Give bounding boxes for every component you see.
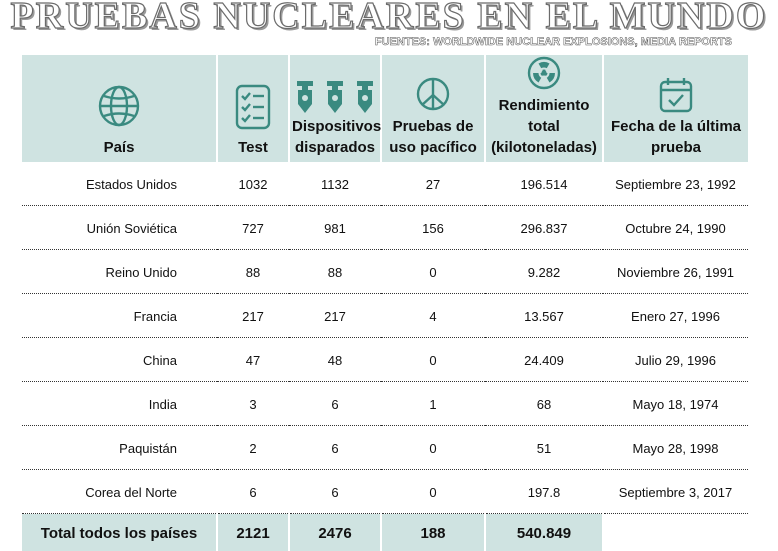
cell-country: Paquistán xyxy=(22,426,217,470)
cell-date: Mayo 28, 1998 xyxy=(603,426,748,470)
cell-country: Unión Soviética xyxy=(22,206,217,250)
header-country: País xyxy=(22,55,217,162)
nuclear-tests-table: País Test xyxy=(22,55,748,551)
cell-yield: 51 xyxy=(485,426,603,470)
cell-devices: 217 xyxy=(289,294,381,338)
cell-date: Septiembre 3, 2017 xyxy=(603,470,748,514)
cell-date: Septiembre 23, 1992 xyxy=(603,162,748,206)
cell-test: 217 xyxy=(217,294,289,338)
total-yield: 540.849 xyxy=(485,514,603,551)
total-date-empty xyxy=(603,514,748,551)
radiation-icon xyxy=(526,55,562,91)
cell-country: Francia xyxy=(22,294,217,338)
total-row: Total todos los países 2121 2476 188 540… xyxy=(22,514,748,551)
cell-country: Corea del Norte xyxy=(22,470,217,514)
cell-peaceful: 27 xyxy=(381,162,485,206)
cell-date: Noviembre 26, 1991 xyxy=(603,250,748,294)
cell-date: Mayo 18, 1974 xyxy=(603,382,748,426)
header-test-label: Test xyxy=(220,137,286,158)
total-peaceful: 188 xyxy=(381,514,485,551)
cell-test: 47 xyxy=(217,338,289,382)
table-row: India 3 6 1 68 Mayo 18, 1974 xyxy=(22,382,748,426)
table-row: Corea del Norte 6 6 0 197.8 Septiembre 3… xyxy=(22,470,748,514)
header-peaceful-label: Pruebas de uso pacífico xyxy=(384,116,482,158)
table-header: País Test xyxy=(22,55,748,162)
cell-country: Estados Unidos xyxy=(22,162,217,206)
cell-yield: 9.282 xyxy=(485,250,603,294)
cell-test: 6 xyxy=(217,470,289,514)
cell-yield: 196.514 xyxy=(485,162,603,206)
cell-peaceful: 0 xyxy=(381,250,485,294)
cell-yield: 24.409 xyxy=(485,338,603,382)
cell-peaceful: 1 xyxy=(381,382,485,426)
header-date: Fecha de la última prueba xyxy=(603,55,748,162)
bombs-icon xyxy=(292,80,378,114)
total-test: 2121 xyxy=(217,514,289,551)
table-row: Paquistán 2 6 0 51 Mayo 28, 1998 xyxy=(22,426,748,470)
header-country-label: País xyxy=(24,137,214,158)
cell-devices: 48 xyxy=(289,338,381,382)
table-row: China 47 48 0 24.409 Julio 29, 1996 xyxy=(22,338,748,382)
header-peaceful: Pruebas de uso pacífico xyxy=(381,55,485,162)
cell-devices: 88 xyxy=(289,250,381,294)
cell-devices: 6 xyxy=(289,426,381,470)
cell-peaceful: 0 xyxy=(381,470,485,514)
table-row: Reino Unido 88 88 0 9.282 Noviembre 26, … xyxy=(22,250,748,294)
table-body: Estados Unidos 1032 1132 27 196.514 Sept… xyxy=(22,162,748,514)
table-footer: Total todos los países 2121 2476 188 540… xyxy=(22,514,748,551)
table-row: Francia 217 217 4 13.567 Enero 27, 1996 xyxy=(22,294,748,338)
header-yield-label: Rendimiento total (kilotoneladas) xyxy=(488,95,600,158)
checklist-icon xyxy=(233,83,273,131)
cell-devices: 981 xyxy=(289,206,381,250)
cell-yield: 13.567 xyxy=(485,294,603,338)
table-row: Estados Unidos 1032 1132 27 196.514 Sept… xyxy=(22,162,748,206)
cell-peaceful: 156 xyxy=(381,206,485,250)
table-row: Unión Soviética 727 981 156 296.837 Octu… xyxy=(22,206,748,250)
cell-yield: 68 xyxy=(485,382,603,426)
cell-peaceful: 0 xyxy=(381,426,485,470)
cell-date: Enero 27, 1996 xyxy=(603,294,748,338)
cell-country: Reino Unido xyxy=(22,250,217,294)
cell-peaceful: 0 xyxy=(381,338,485,382)
peace-icon xyxy=(415,76,451,112)
globe-icon xyxy=(96,83,142,129)
cell-devices: 1132 xyxy=(289,162,381,206)
header-devices-label: Dispositivos disparados xyxy=(292,116,378,158)
cell-peaceful: 4 xyxy=(381,294,485,338)
calendar-icon xyxy=(658,76,694,114)
cell-test: 88 xyxy=(217,250,289,294)
cell-test: 2 xyxy=(217,426,289,470)
page-title: PRUEBAS NUCLEARES EN EL MUNDO xyxy=(0,0,778,38)
source-note: FUENTES: WORLDWIDE NUCLEAR EXPLOSIONS, M… xyxy=(375,36,732,48)
cell-test: 3 xyxy=(217,382,289,426)
cell-country: China xyxy=(22,338,217,382)
cell-test: 1032 xyxy=(217,162,289,206)
header-yield: Rendimiento total (kilotoneladas) xyxy=(485,55,603,162)
total-label: Total todos los países xyxy=(22,514,217,551)
cell-test: 727 xyxy=(217,206,289,250)
cell-date: Octubre 24, 1990 xyxy=(603,206,748,250)
header-test: Test xyxy=(217,55,289,162)
cell-country: India xyxy=(22,382,217,426)
total-devices: 2476 xyxy=(289,514,381,551)
cell-yield: 197.8 xyxy=(485,470,603,514)
cell-devices: 6 xyxy=(289,382,381,426)
header-date-label: Fecha de la última prueba xyxy=(606,116,746,158)
cell-yield: 296.837 xyxy=(485,206,603,250)
cell-devices: 6 xyxy=(289,470,381,514)
header-devices: Dispositivos disparados xyxy=(289,55,381,162)
cell-date: Julio 29, 1996 xyxy=(603,338,748,382)
